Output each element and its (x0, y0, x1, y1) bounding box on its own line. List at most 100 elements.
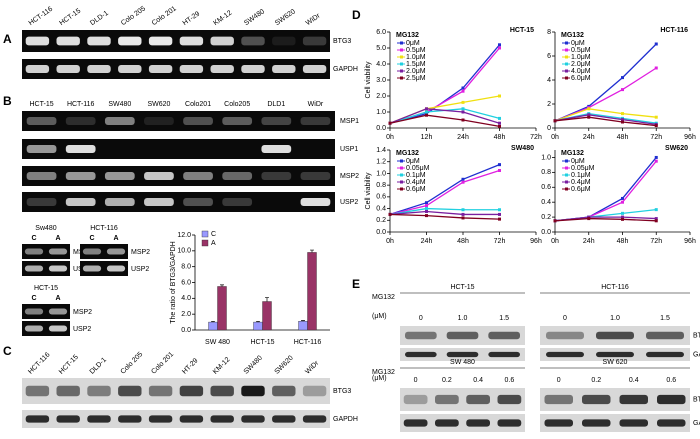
panel-letter: B (3, 94, 12, 108)
label: HCT-116 (67, 101, 95, 108)
legend-marker (565, 180, 568, 184)
point (425, 207, 428, 211)
chart-title: SW480 (511, 145, 534, 152)
gel-strip (22, 244, 70, 259)
band (56, 36, 80, 46)
band (148, 415, 173, 423)
x-tick-label: 96h (684, 238, 696, 245)
band (56, 65, 80, 73)
point (621, 215, 624, 219)
label: C (89, 235, 94, 242)
label: HCT-15 (58, 354, 80, 376)
bar (307, 252, 317, 331)
label: HCT-15 (34, 285, 58, 292)
gel-strip (22, 192, 335, 212)
band (488, 351, 520, 358)
legend-marker (400, 62, 403, 66)
legend-marker (400, 159, 403, 163)
band (26, 198, 57, 206)
label: HCT-116 (27, 351, 51, 375)
gel-strip (22, 410, 330, 428)
band (118, 385, 142, 397)
band (222, 198, 253, 206)
legend-marker (565, 62, 568, 66)
x-tick-label: 48h (617, 134, 629, 141)
legend-label: 2.0μM (571, 61, 591, 68)
band (241, 415, 265, 423)
y-tick-label: 6.0 (181, 279, 191, 286)
band (25, 415, 50, 423)
legend-label: 1.5μM (406, 61, 426, 68)
band (179, 385, 204, 397)
point (461, 208, 465, 212)
gel-strip (80, 261, 128, 276)
x-tick-label: 24h (583, 134, 595, 141)
label: SW480 (243, 354, 264, 375)
point (654, 159, 658, 163)
label: SW480 (108, 101, 131, 108)
label: Colo205 (224, 101, 250, 108)
x-tick-label: 72h (650, 134, 662, 141)
legend-marker (400, 166, 403, 170)
band (302, 385, 327, 397)
gel-strip (22, 261, 70, 276)
band (582, 419, 611, 427)
point (498, 121, 501, 125)
band (56, 385, 80, 397)
band (405, 331, 437, 340)
label: MSP2 (340, 173, 359, 180)
series-line (389, 114, 500, 128)
label: SW480 (243, 8, 266, 27)
y-tick-label: 1.2 (376, 159, 386, 166)
band (118, 415, 142, 423)
band (497, 419, 522, 427)
legend-label: 2.5μM (406, 75, 426, 82)
point (587, 217, 591, 221)
series-line (554, 116, 657, 127)
label: WiDr (305, 12, 322, 27)
legend-marker (565, 48, 568, 52)
band (144, 172, 174, 180)
point (654, 208, 658, 212)
label: MG132 (372, 294, 395, 301)
band (546, 331, 584, 340)
point (654, 219, 658, 223)
x-tick-label: 24h (457, 134, 469, 141)
point (461, 100, 465, 104)
y-tick-label: 0.8 (376, 182, 386, 189)
legend-label: A (211, 240, 216, 247)
band (403, 394, 428, 405)
chart-title: HCT-116 (660, 27, 688, 34)
series-line (389, 164, 500, 216)
label: A (55, 295, 60, 302)
legend-marker (565, 159, 568, 163)
y-tick-label: 0 (547, 125, 551, 132)
band (582, 394, 611, 405)
y-tick-label: 0.6 (541, 184, 551, 191)
legend-label: 0.6μM (571, 186, 591, 193)
band (210, 415, 234, 423)
legend-swatch (201, 239, 209, 247)
point (553, 119, 557, 123)
error-bar (256, 320, 260, 323)
point (621, 120, 624, 124)
band (25, 65, 50, 73)
label: GAPDH (333, 416, 358, 423)
x-tick-label: 72h (494, 238, 506, 245)
point (461, 212, 465, 216)
label: DLD-1 (89, 356, 108, 375)
band (48, 248, 68, 255)
label: 0 (414, 377, 418, 384)
label: Sw480 (35, 225, 57, 232)
x-tick-label: HCT-15 (250, 339, 274, 346)
band (544, 394, 573, 405)
band (179, 415, 204, 423)
y-tick-label: 0.0 (376, 125, 386, 132)
x-tick-label: 0h (386, 238, 394, 245)
band (272, 65, 296, 73)
series-line (389, 44, 500, 124)
y-axis-label: Cell viability (365, 172, 372, 209)
label: 0 (557, 377, 561, 384)
band (87, 415, 111, 423)
x-tick-label: SW 480 (205, 339, 230, 346)
